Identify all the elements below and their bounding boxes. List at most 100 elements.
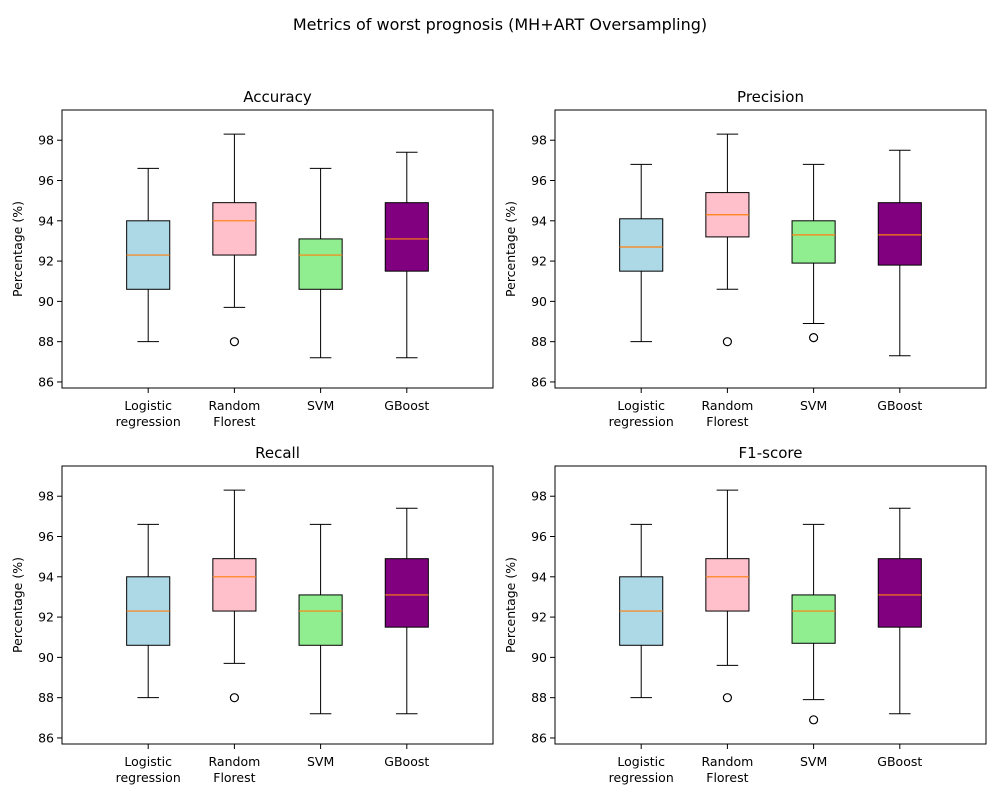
box-2 bbox=[298, 167, 343, 359]
outlier-point bbox=[722, 337, 733, 347]
x-tick-label-line: SVM bbox=[307, 398, 334, 413]
x-tick-label: Random Florest bbox=[702, 398, 754, 429]
box-body bbox=[619, 218, 664, 272]
y-tick-label: 98 bbox=[38, 133, 54, 148]
y-tick-label: 88 bbox=[531, 690, 547, 705]
y-axis-label: Percentage (%) bbox=[10, 201, 25, 297]
y-tick-label: 88 bbox=[531, 334, 547, 349]
outlier-point bbox=[229, 693, 239, 703]
y-axis-label: Percentage (%) bbox=[10, 557, 25, 653]
y-tick-label: 98 bbox=[531, 133, 547, 148]
y-tick-label: 86 bbox=[531, 730, 547, 745]
x-tick-label: GBoost bbox=[877, 754, 922, 769]
x-tick-label-line: Florest bbox=[213, 770, 255, 785]
x-tick-label: SVM bbox=[307, 398, 334, 413]
box-1 bbox=[705, 489, 750, 703]
x-tick-label-line: GBoost bbox=[384, 754, 429, 769]
box-1 bbox=[705, 133, 750, 347]
panel-recall: Recall Percentage (%) 86 88 90 92 94 96 98 Logist… bbox=[10, 444, 494, 785]
y-tick-label: 98 bbox=[531, 489, 547, 504]
box-body bbox=[384, 558, 429, 628]
x-tick-label-line: Random bbox=[209, 398, 261, 413]
x-tick-label: SVM bbox=[307, 754, 334, 769]
x-tick-label-line: Logistic bbox=[617, 754, 665, 769]
y-tick-label: 94 bbox=[531, 569, 547, 584]
x-tick-label: Logistic regression bbox=[609, 754, 674, 785]
x-tick-label-line: Florest bbox=[706, 414, 748, 429]
y-tick-label: 92 bbox=[531, 610, 547, 625]
x-tick-label: Random Florest bbox=[209, 754, 261, 785]
outlier-point bbox=[808, 715, 819, 725]
axes-frame bbox=[554, 465, 987, 745]
x-tick-label-line: SVM bbox=[307, 754, 334, 769]
box-2 bbox=[298, 523, 343, 715]
x-tick-label-line: Random bbox=[702, 754, 754, 769]
y-tick-label: 98 bbox=[38, 489, 54, 504]
y-axis-label: Percentage (%) bbox=[503, 201, 518, 297]
axes-frame bbox=[554, 109, 987, 389]
x-tick-label: SVM bbox=[800, 754, 827, 769]
y-tick-label: 88 bbox=[38, 334, 54, 349]
x-tick-label-line: Florest bbox=[706, 770, 748, 785]
x-tick-label-line: GBoost bbox=[384, 398, 429, 413]
box-1 bbox=[212, 489, 257, 703]
panel-precision: Precision Percentage (%) 86 88 90 92 94 96 98 Log… bbox=[503, 88, 987, 429]
y-tick-label: 96 bbox=[531, 529, 547, 544]
x-tick-label: Logistic regression bbox=[609, 398, 674, 429]
box-0 bbox=[619, 163, 664, 343]
box-0 bbox=[126, 167, 171, 343]
box-body bbox=[212, 202, 257, 256]
box-0 bbox=[126, 523, 171, 699]
y-tick-label: 96 bbox=[531, 173, 547, 188]
panel-accuracy: Accuracy Percentage (%) 86 88 90 92 94 96 98 Logi… bbox=[10, 88, 494, 429]
x-tick-label-line: SVM bbox=[800, 754, 827, 769]
box-body bbox=[877, 202, 922, 266]
box-2 bbox=[791, 523, 836, 725]
y-tick-label: 90 bbox=[38, 294, 54, 309]
axes-frame bbox=[61, 465, 494, 745]
x-tick-label-line: SVM bbox=[800, 398, 827, 413]
panel-title: Recall bbox=[255, 444, 300, 462]
y-tick-label: 90 bbox=[531, 650, 547, 665]
x-tick-label-line: regression bbox=[609, 770, 674, 785]
outlier-point bbox=[808, 333, 819, 343]
x-tick-label: Random Florest bbox=[702, 754, 754, 785]
x-tick-label: GBoost bbox=[877, 398, 922, 413]
box-0 bbox=[619, 523, 664, 699]
y-tick-label: 94 bbox=[38, 569, 54, 584]
x-tick-label-line: regression bbox=[609, 414, 674, 429]
box-body bbox=[705, 558, 750, 612]
x-tick-label: GBoost bbox=[384, 754, 429, 769]
y-tick-label: 92 bbox=[38, 610, 54, 625]
x-tick-label-line: regression bbox=[116, 414, 181, 429]
y-axis-label: Percentage (%) bbox=[503, 557, 518, 653]
panel-title: F1-score bbox=[739, 444, 803, 462]
x-tick-label-line: Random bbox=[702, 398, 754, 413]
figure-title: Metrics of worst prognosis (MH+ART Overs… bbox=[293, 15, 707, 34]
x-tick-label-line: regression bbox=[116, 770, 181, 785]
box-body bbox=[384, 202, 429, 272]
box-body bbox=[212, 558, 257, 612]
box-3 bbox=[384, 507, 429, 715]
y-tick-label: 94 bbox=[38, 213, 54, 228]
box-2 bbox=[791, 163, 836, 343]
x-tick-label-line: Logistic bbox=[617, 398, 665, 413]
x-tick-label-line: Florest bbox=[213, 414, 255, 429]
y-tick-label: 90 bbox=[38, 650, 54, 665]
x-tick-label: GBoost bbox=[384, 398, 429, 413]
outlier-point bbox=[229, 337, 239, 347]
x-tick-label-line: GBoost bbox=[877, 398, 922, 413]
box-body bbox=[791, 220, 836, 264]
x-tick-label: Random Florest bbox=[209, 398, 261, 429]
box-body bbox=[877, 558, 922, 628]
y-tick-label: 92 bbox=[38, 254, 54, 269]
y-tick-label: 88 bbox=[38, 690, 54, 705]
y-tick-label: 96 bbox=[38, 173, 54, 188]
y-tick-label: 86 bbox=[38, 730, 54, 745]
y-tick-label: 96 bbox=[38, 529, 54, 544]
panel-f1-score: F1-score Percentage (%) 86 88 90 92 94 96 98 Logi… bbox=[503, 444, 987, 785]
y-tick-label: 94 bbox=[531, 213, 547, 228]
x-tick-label-line: GBoost bbox=[877, 754, 922, 769]
box-body bbox=[298, 238, 343, 290]
